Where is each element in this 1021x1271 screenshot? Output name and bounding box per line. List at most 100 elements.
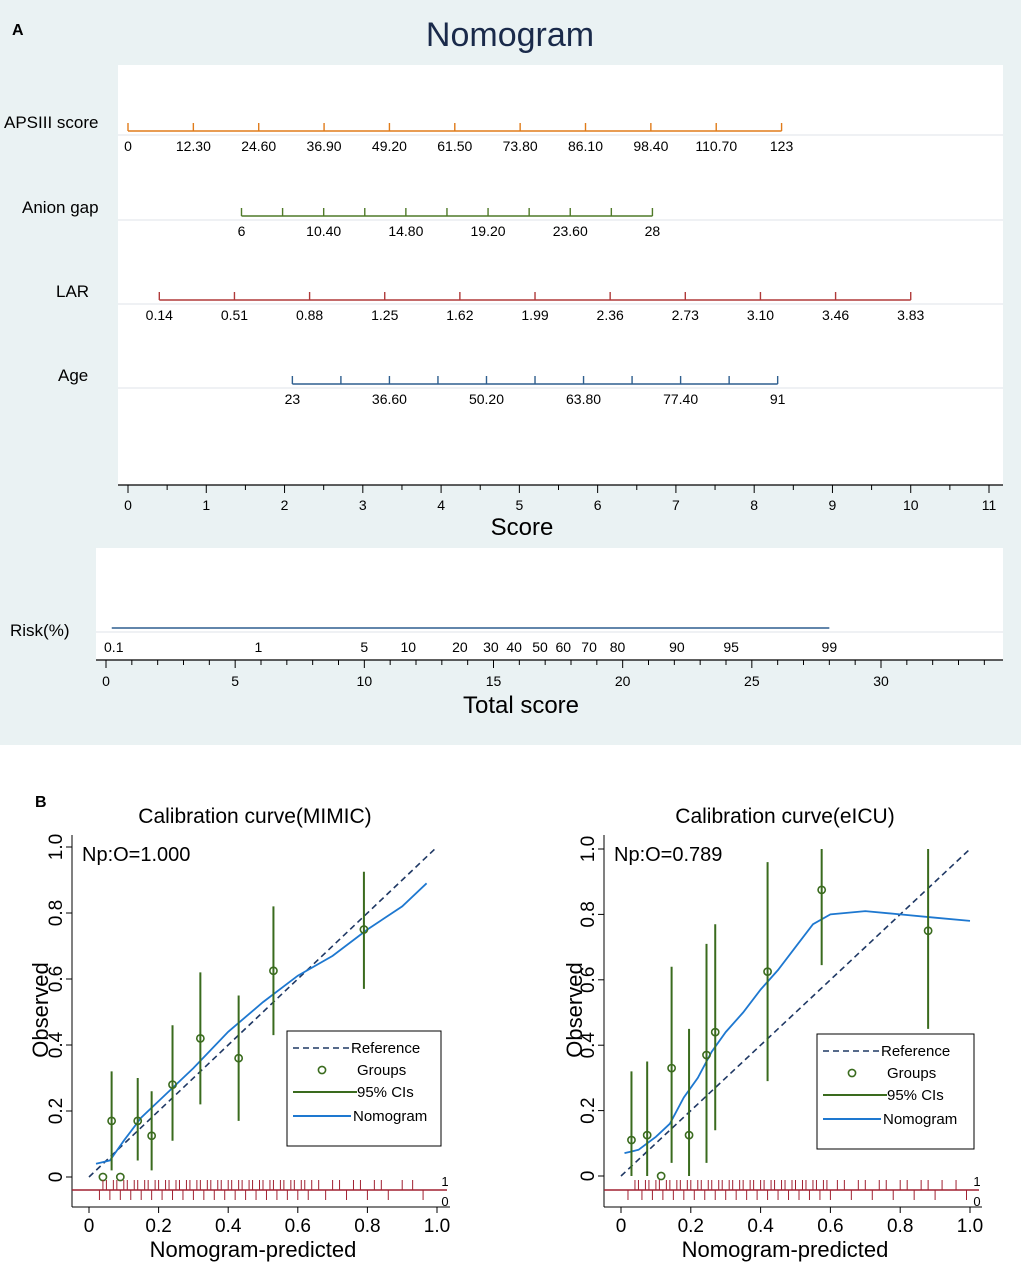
- rug-label: 0: [441, 1194, 448, 1209]
- y-tick-label: 0.8: [578, 901, 599, 927]
- variable-tick-label: 2.73: [672, 307, 699, 323]
- variable-tick-label: 98.40: [633, 138, 668, 154]
- np-o-annotation: Np:O=0.789: [614, 844, 722, 866]
- legend-label: Reference: [351, 1040, 420, 1057]
- x-tick-label: 0: [616, 1216, 627, 1237]
- rug-label: 1: [441, 1174, 448, 1189]
- variable-tick-label: 77.40: [663, 391, 698, 407]
- x-tick-label: 0.6: [817, 1216, 843, 1237]
- variable-tick-label: 73.80: [503, 138, 538, 154]
- calibration-title: Calibration curve(MIMIC): [138, 805, 371, 828]
- group-point: [642, 1130, 652, 1140]
- group-point: [195, 1033, 205, 1043]
- score-tick-label: 5: [515, 497, 523, 513]
- group-point: [98, 1172, 108, 1182]
- score-tick-label: 2: [281, 497, 289, 513]
- calibration-chart-2: Calibration curve(eICU) 0 0.2 0.4 0.6 0.8 1.0 0…: [562, 805, 983, 1262]
- total-tick-label: 5: [231, 673, 239, 689]
- score-tick-label: 7: [672, 497, 680, 513]
- legend-label: 95% CIs: [887, 1087, 944, 1104]
- risk-name: Risk(%): [10, 621, 70, 640]
- risk-tick-label: 30: [483, 639, 499, 655]
- y-tick-label: 0.4: [578, 1032, 599, 1059]
- total-tick-label: 20: [615, 673, 631, 689]
- variable-tick-label: 23: [285, 391, 301, 407]
- risk-tick-label: 0.1: [104, 639, 124, 655]
- group-point: [627, 1135, 636, 1145]
- x-tick-label: 0.8: [354, 1216, 380, 1237]
- y-tick-label: 0.4: [46, 1031, 67, 1058]
- x-tick-label: 1.0: [424, 1216, 450, 1237]
- variable-tick-label: 23.60: [553, 223, 588, 239]
- risk-tick-label: 60: [555, 639, 571, 655]
- x-tick-label: 1.0: [957, 1216, 983, 1237]
- group-point: [710, 1027, 720, 1037]
- risk-plot-area: [96, 548, 1003, 660]
- total-score-axis-label: Total score: [463, 692, 579, 719]
- x-tick-label: 0.6: [285, 1216, 311, 1237]
- score-tick-label: 11: [982, 497, 997, 513]
- risk-tick-label: 10: [400, 639, 416, 655]
- group-point: [147, 1131, 157, 1141]
- risk-tick-label: 70: [581, 639, 597, 655]
- y-tick-label: 0.6: [46, 966, 67, 992]
- group-point: [923, 926, 933, 936]
- group-point: [269, 966, 278, 976]
- variable-name: LAR: [56, 282, 89, 301]
- legend: Reference Groups 95% CIs Nomogram: [816, 1033, 975, 1150]
- variable-tick-label: 63.80: [566, 391, 601, 407]
- legend: Reference Groups 95% CIs Nomogram: [286, 1030, 442, 1147]
- risk-tick-label: 5: [360, 639, 368, 655]
- rug-label: 0: [973, 1194, 980, 1209]
- y-axis-label: Observed: [28, 962, 53, 1057]
- variable-tick-label: 123: [770, 138, 794, 154]
- x-tick-label: 0.4: [747, 1216, 774, 1237]
- variable-tick-label: 14.80: [388, 223, 423, 239]
- group-point: [234, 1053, 244, 1063]
- variable-tick-label: 3.10: [747, 307, 774, 323]
- variable-tick-label: 12.30: [176, 138, 211, 154]
- legend-label: 95% CIs: [357, 1084, 414, 1101]
- total-tick-label: 0: [102, 673, 110, 689]
- variable-tick-label: 0: [124, 138, 132, 154]
- group-point: [702, 1050, 711, 1060]
- calibration-title: Calibration curve(eICU): [675, 805, 894, 828]
- y-axis-label: Observed: [562, 962, 587, 1057]
- risk-tick-label: 80: [610, 639, 626, 655]
- y-tick-label: 0: [46, 1172, 67, 1183]
- y-tick-label: 0.6: [578, 967, 599, 993]
- variable-tick-label: 61.50: [437, 138, 472, 154]
- score-tick-label: 4: [437, 497, 445, 513]
- variable-tick-label: 1.25: [371, 307, 398, 323]
- variable-tick-label: 91: [770, 391, 786, 407]
- variable-tick-label: 19.20: [471, 223, 506, 239]
- x-axis-label: Nomogram-predicted: [682, 1237, 889, 1262]
- group-point: [684, 1130, 694, 1140]
- legend-groups-swatch: [847, 1068, 857, 1078]
- nomogram-title: Nomogram: [426, 16, 594, 54]
- np-o-annotation: Np:O=1.000: [82, 844, 190, 866]
- x-tick-label: 0.2: [678, 1216, 704, 1237]
- variable-tick-label: 3.46: [822, 307, 849, 323]
- variable-tick-label: 2.36: [597, 307, 624, 323]
- legend-label: Groups: [357, 1062, 406, 1079]
- total-tick-label: 30: [873, 673, 889, 689]
- variable-tick-label: 28: [645, 223, 661, 239]
- variable-tick-label: 0.14: [146, 307, 173, 323]
- risk-tick-label: 99: [822, 639, 838, 655]
- score-tick-label: 10: [903, 497, 919, 513]
- variable-name: APSIII score: [4, 113, 98, 132]
- total-tick-label: 15: [486, 673, 502, 689]
- y-tick-label: 0.2: [46, 1098, 67, 1124]
- variable-tick-label: 6: [238, 223, 246, 239]
- legend-label: Nomogram: [353, 1108, 427, 1125]
- calibration-chart-1: Calibration curve(MIMIC) 0 0.2 0.4 0.6 0.8 1.0…: [28, 805, 450, 1262]
- variable-tick-label: 1.99: [521, 307, 548, 323]
- panel-a-label: A: [12, 22, 24, 39]
- y-tick-label: 1.0: [46, 834, 67, 860]
- variable-tick-label: 24.60: [241, 138, 276, 154]
- group-point: [168, 1080, 177, 1089]
- variable-tick-label: 3.83: [897, 307, 924, 323]
- x-tick-label: 0.8: [887, 1216, 913, 1237]
